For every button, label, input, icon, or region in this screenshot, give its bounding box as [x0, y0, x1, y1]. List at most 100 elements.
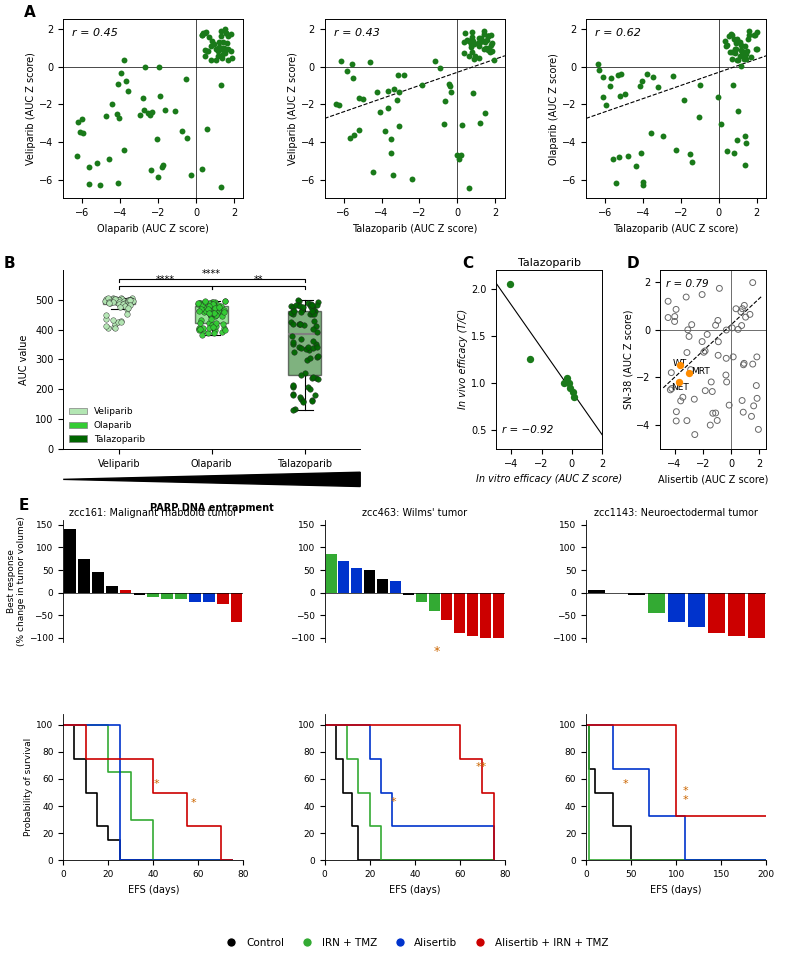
Point [305, 304, 318, 319]
Point [152, 169, 164, 185]
Point [308, 303, 321, 318]
Point [312, 294, 325, 310]
Point [213, 39, 225, 55]
Point [226, 50, 239, 65]
Point [151, 131, 164, 146]
Point [739, 135, 752, 151]
Point [735, 318, 748, 333]
Point [597, 69, 610, 85]
Point [293, 390, 306, 405]
Point [104, 292, 117, 308]
Point [303, 342, 316, 357]
Point [205, 33, 218, 49]
Point [113, 292, 126, 308]
Point [211, 306, 224, 321]
Point [181, 131, 194, 146]
Point [636, 73, 649, 89]
Point [461, 32, 473, 48]
Point [479, 33, 491, 49]
Point [723, 397, 735, 413]
Bar [728, 593, 745, 636]
Text: *: * [433, 645, 439, 657]
Point [310, 297, 323, 313]
Bar [454, 593, 465, 633]
Point [388, 81, 401, 96]
Point [473, 51, 486, 66]
Point [458, 34, 471, 50]
Point [284, 314, 297, 329]
Point [386, 168, 399, 183]
Point [122, 292, 135, 308]
Point [683, 328, 695, 344]
Point [456, 117, 468, 132]
Point [467, 34, 480, 50]
Point [209, 300, 221, 316]
Text: r = 0.62: r = 0.62 [595, 28, 641, 38]
Point [212, 49, 224, 64]
Point [438, 94, 451, 109]
X-axis label: EFS (days): EFS (days) [128, 884, 179, 894]
Point [76, 111, 88, 127]
Point [523, 352, 536, 367]
Point [745, 408, 758, 424]
Bar [352, 568, 363, 593]
Point [724, 45, 736, 60]
Point [478, 26, 491, 42]
Point [103, 294, 116, 310]
Point [122, 300, 134, 316]
Point [720, 367, 732, 383]
Y-axis label: Veliparib (AUC Z score): Veliparib (AUC Z score) [288, 53, 298, 166]
Point [747, 275, 759, 290]
Point [731, 35, 743, 51]
Point [304, 381, 317, 396]
Point [739, 47, 752, 62]
Point [593, 62, 606, 78]
Point [747, 398, 760, 414]
Text: r = 0.43: r = 0.43 [333, 28, 379, 38]
Point [205, 311, 217, 326]
Title: Talazoparib: Talazoparib [517, 258, 581, 268]
Point [742, 31, 754, 47]
Point [288, 303, 300, 318]
Point [215, 179, 228, 195]
Point [101, 290, 114, 306]
Point [297, 393, 310, 409]
Point [213, 34, 226, 50]
Point [287, 334, 299, 350]
Point [83, 176, 96, 192]
Point [102, 295, 115, 311]
Point [709, 405, 722, 421]
Point [196, 323, 209, 339]
Point [119, 294, 132, 310]
Point [123, 292, 136, 308]
Point [204, 307, 216, 322]
Point [732, 321, 744, 337]
Bar [748, 593, 765, 638]
Point [302, 295, 314, 311]
Point [592, 56, 604, 71]
Point [203, 295, 216, 311]
Point [206, 296, 219, 312]
Point [286, 328, 299, 344]
Point [218, 293, 231, 309]
Point [221, 52, 234, 67]
Point [206, 295, 219, 311]
Point [168, 103, 181, 119]
Point [482, 28, 495, 44]
Bar [687, 593, 705, 626]
Point [212, 303, 224, 318]
Point [296, 394, 309, 410]
Bar [148, 593, 160, 597]
Point [152, 59, 165, 75]
Point [100, 108, 112, 124]
Point [670, 302, 683, 318]
Point [680, 413, 693, 429]
Point [103, 294, 115, 310]
Point [205, 309, 217, 324]
Point [121, 306, 134, 321]
Point [615, 66, 628, 82]
Point [111, 106, 123, 122]
Text: *: * [390, 797, 396, 806]
Point [310, 324, 323, 340]
Point [726, 27, 739, 43]
